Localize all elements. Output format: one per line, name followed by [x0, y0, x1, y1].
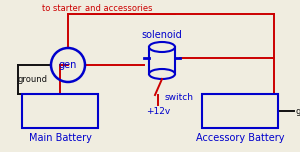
Bar [202, 94, 278, 128]
Text: Main Battery: Main Battery [28, 133, 92, 143]
Text: ground: ground [295, 107, 300, 116]
Text: +12v: +12v [146, 107, 170, 116]
Text: and accessories: and accessories [85, 4, 152, 13]
Text: gen: gen [59, 60, 77, 70]
Text: switch: switch [165, 93, 194, 102]
Text: solenoid: solenoid [142, 30, 182, 40]
Bar [22, 94, 98, 128]
Bar [149, 47, 175, 74]
Text: Accessory Battery: Accessory Battery [196, 133, 284, 143]
Ellipse shape [149, 69, 175, 79]
Text: to starter: to starter [42, 4, 84, 13]
Text: ground: ground [17, 75, 47, 84]
Ellipse shape [149, 42, 175, 52]
